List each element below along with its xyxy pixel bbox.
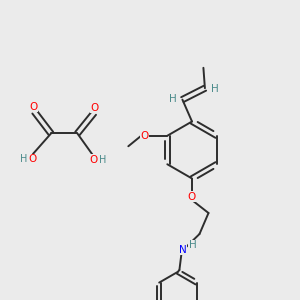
- Text: N: N: [179, 244, 187, 255]
- Text: O: O: [89, 155, 98, 165]
- Text: H: H: [99, 155, 106, 165]
- Text: O: O: [141, 131, 149, 141]
- Text: O: O: [91, 103, 99, 113]
- Text: O: O: [29, 101, 38, 112]
- Text: H: H: [211, 84, 219, 94]
- Text: O: O: [28, 154, 36, 164]
- Text: H: H: [189, 240, 196, 250]
- Text: H: H: [169, 94, 176, 104]
- Text: O: O: [188, 191, 196, 202]
- Text: H: H: [20, 154, 27, 164]
